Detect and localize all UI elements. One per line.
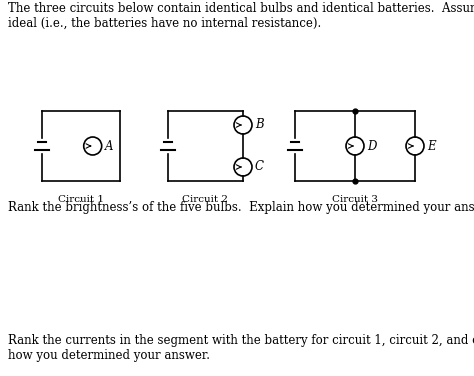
Text: E: E xyxy=(427,139,436,153)
Text: Circuit 2: Circuit 2 xyxy=(182,195,228,204)
Text: Rank the currents in the segment with the battery for circuit 1, circuit 2, and : Rank the currents in the segment with th… xyxy=(8,334,474,362)
Text: B: B xyxy=(255,118,264,132)
Text: Circuit 1: Circuit 1 xyxy=(58,195,104,204)
Text: Rank the brightness’s of the five bulbs.  Explain how you determined your answer: Rank the brightness’s of the five bulbs.… xyxy=(8,201,474,214)
Text: D: D xyxy=(367,139,376,153)
Text: The three circuits below contain identical bulbs and identical batteries.  Assum: The three circuits below contain identic… xyxy=(8,2,474,30)
Text: C: C xyxy=(255,161,264,173)
Text: A: A xyxy=(105,139,113,153)
Text: Circuit 3: Circuit 3 xyxy=(332,195,378,204)
